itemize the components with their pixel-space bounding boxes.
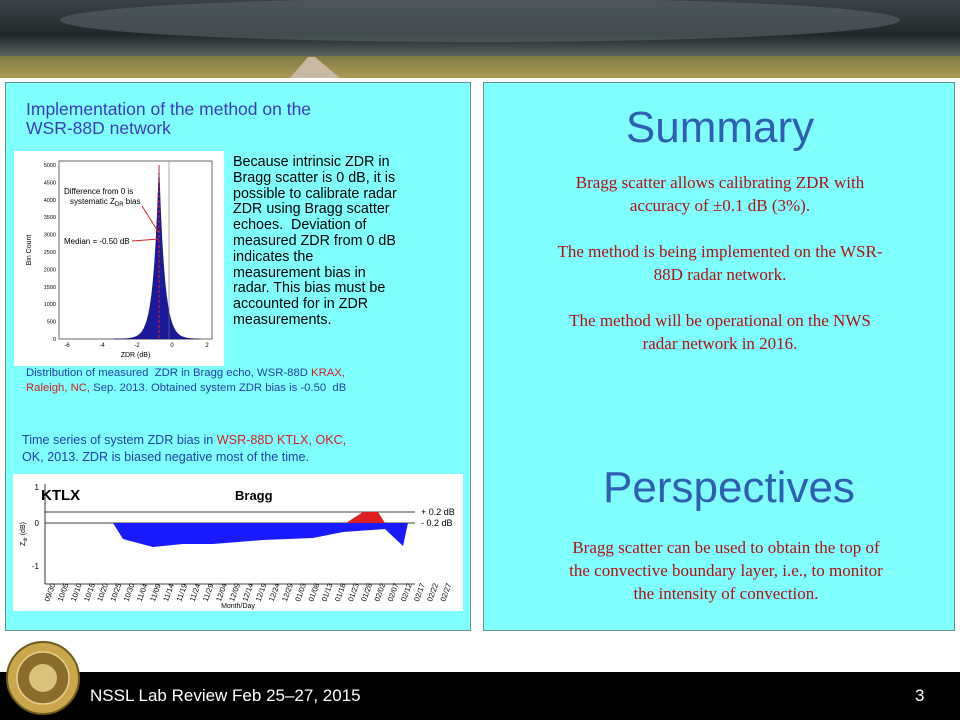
- y-axis-label: Bin Count: [26, 235, 33, 266]
- histogram-shape: [113, 166, 200, 340]
- perspectives-text: Bragg scatter can be used to obtain the …: [484, 536, 960, 605]
- summary-paragraph: The method will be operational on the NW…: [484, 309, 956, 355]
- annotation-end: bias: [124, 197, 141, 206]
- paragraph-line: indicates the: [233, 248, 314, 265]
- text-line: Bragg scatter can be used to obtain the …: [572, 538, 880, 557]
- caption-line: Time series of system ZDR bias in WSR-88…: [22, 432, 346, 449]
- x-axis-label: ZDR (dB): [121, 352, 151, 359]
- y-tick-label: 500: [47, 320, 56, 326]
- caption-part: OK, 2013. ZDR is biased negative most of…: [22, 450, 309, 464]
- median-arrow: [131, 238, 160, 242]
- y-tick-label: 4000: [44, 198, 56, 204]
- paragraph-line: Because intrinsic ZDR in: [233, 154, 390, 170]
- x-tick-label: -4: [99, 343, 105, 349]
- y-tick-label: 1500: [44, 285, 56, 291]
- x-tick-label: 0: [170, 343, 174, 349]
- summary-paragraph: Bragg scatter allows calibrating ZDR wit…: [484, 171, 956, 217]
- figure-bg: [14, 151, 224, 366]
- caption-part: Time series of system ZDR bias in: [22, 433, 217, 447]
- y-axis-label: Zdr (dB): [20, 522, 29, 546]
- caption: Time series of system ZDR bias in WSR-88…: [22, 432, 346, 466]
- upper-label: + 0.2 dB: [421, 507, 455, 517]
- y-tick-label: 2500: [44, 250, 56, 256]
- paragraph-line: accounted for in ZDR: [233, 296, 369, 313]
- paragraph-line: ZDR using Bragg scatter: [233, 201, 390, 218]
- annotation-arrow: [141, 205, 160, 234]
- paragraph: Because intrinsic ZDR in Bragg scatter is…: [233, 154, 397, 329]
- paragraph-line: possible to calibrate radar: [233, 185, 397, 202]
- y-label-end: (dB): [20, 522, 27, 537]
- median-label: Median = -0.50 dB: [64, 237, 130, 246]
- paragraph-line: measurements.: [233, 311, 332, 328]
- figure-bg: [13, 474, 463, 611]
- text-line: accuracy of ±0.1 dB (3%).: [629, 196, 811, 215]
- caption-line: Raleigh, NC, Sep. 2013. Obtained system …: [26, 381, 346, 396]
- summary-text: Bragg scatter allows calibrating ZDR wit…: [484, 171, 956, 378]
- text-line: Bragg scatter allows calibrating ZDR wit…: [575, 173, 865, 192]
- logo: [6, 641, 80, 715]
- y-tick-label: 3500: [44, 215, 56, 221]
- y-tick-label: 5000: [44, 163, 56, 169]
- x-tick-label: -6: [64, 343, 70, 349]
- left-panel: Implementation of the method on the WSR-8…: [5, 82, 471, 631]
- y-tick-label: 2000: [44, 267, 56, 273]
- annotation: Difference from 0 is systematic ZDR bias: [64, 187, 140, 208]
- paragraph-line: measurement bias in: [233, 264, 366, 281]
- y-tick-label: 4500: [44, 180, 56, 186]
- banner: [0, 0, 960, 78]
- y-tick-label: 1: [35, 483, 40, 492]
- y-label-main: Z: [20, 541, 27, 546]
- heading-line: Implementation of the method on the: [26, 99, 312, 119]
- paragraph-line: radar. This bias must be: [233, 280, 386, 297]
- text-line: The method is being implemented on the W…: [557, 242, 883, 261]
- summary-paragraph: The method is being implemented on the W…: [484, 240, 956, 286]
- text-line: The method will be operational on the NW…: [569, 311, 871, 330]
- annotation-sub: DR: [115, 202, 124, 208]
- y-tick-label: -1: [32, 562, 40, 571]
- text-line: the intensity of convection.: [633, 584, 819, 603]
- bias-area: [113, 523, 408, 547]
- y-tick-label: 0: [35, 519, 40, 528]
- annotation-line: systematic Z: [70, 197, 115, 206]
- y-tick-label: 1000: [44, 302, 56, 308]
- radar-label: KTLX: [41, 487, 80, 504]
- caption-line: OK, 2013. ZDR is biased negative most of…: [22, 449, 346, 466]
- caption-part: Raleigh, NC,: [26, 382, 91, 394]
- annotation-line: Difference from 0 is: [64, 187, 133, 196]
- paragraph-line: measured ZDR from 0 dB: [233, 232, 396, 249]
- lower-label: - 0.2 dB: [421, 518, 453, 528]
- histogram-figure: 0 500 1000 1500 2000 2500 3000 3500 4000 4500 5000…: [14, 151, 224, 366]
- caption-part: WSR-88D KTLX, OKC,: [216, 433, 347, 447]
- heading-line: WSR-88D network: [26, 118, 171, 138]
- x-tick-label: -2: [134, 343, 140, 349]
- text-line: the convective boundary layer, i.e., to …: [569, 561, 883, 580]
- summary-title: Summary: [625, 103, 815, 152]
- paragraph-line: echoes. Deviation of: [233, 217, 367, 234]
- y-tick-label: 3000: [44, 233, 56, 239]
- x-tick-label: 2: [205, 343, 209, 349]
- right-panel: Summary Bragg scatter allows calibrating…: [483, 82, 955, 631]
- y-label-sub: dr: [23, 537, 29, 542]
- heading: Implementation of the method on the WSR-8…: [26, 100, 311, 138]
- y-tick-label: 0: [53, 337, 56, 343]
- page-number: 3: [915, 686, 925, 705]
- perspectives-title: Perspectives: [603, 463, 855, 512]
- caption: Distribution of measured ZDR in Bragg ec…: [26, 366, 346, 396]
- caption-part: KRAX,: [311, 367, 345, 379]
- caption-part: Distribution of measured ZDR in Bragg ec…: [26, 367, 312, 379]
- paragraph-line: Bragg scatter is 0 dB, it is: [233, 169, 396, 186]
- x-axis-label: Month/Day: [221, 603, 255, 610]
- method-label: Bragg: [235, 488, 273, 503]
- bias-area-positive: [346, 512, 385, 523]
- footer-text: NSSL Lab Review Feb 25–27, 2015: [90, 686, 361, 705]
- text-line: radar network in 2016.: [642, 334, 798, 353]
- text-line: 88D radar network.: [653, 265, 787, 284]
- footer: NSSL Lab Review Feb 25–27, 2015 3: [0, 672, 960, 720]
- caption-line: Distribution of measured ZDR in Bragg ec…: [26, 366, 346, 381]
- caption-part: Sep. 2013. Obtained system ZDR bias is -…: [90, 382, 347, 394]
